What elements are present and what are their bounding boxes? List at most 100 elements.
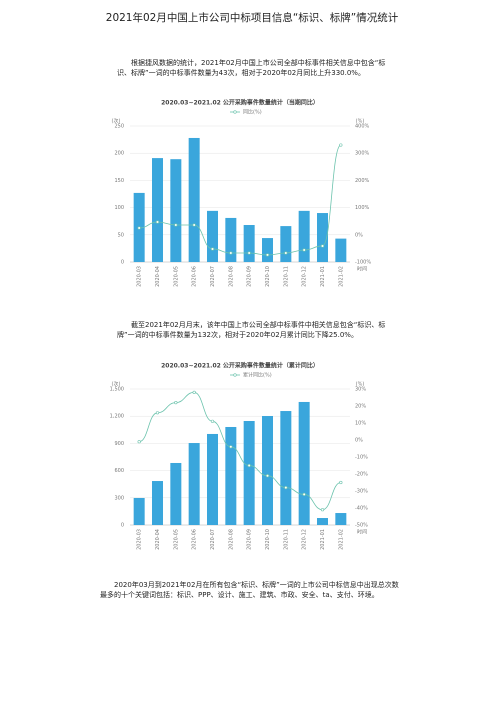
x-tick-label: 2020-11 [283,529,289,550]
y-tick-label: 600 [114,468,124,474]
y-tick-label: 250 [114,124,124,130]
line-point [247,251,251,255]
line-point [265,474,270,478]
line-point [210,419,215,423]
bar [262,238,273,262]
x-tick-label: 2021-02 [338,266,344,287]
x-tick-label: 2020-12 [302,529,308,550]
line-point [174,223,178,227]
bar [298,210,310,262]
y-axis-label: (次) [112,381,121,388]
x-axis-label: 时间 [357,529,367,536]
y2-tick-label: -100% [355,260,371,266]
x-tick-label: 2020-07 [210,529,216,550]
y2-tick-label: -30% [355,489,368,495]
line-point [210,247,215,251]
x-tick-label: 2020-07 [210,266,216,287]
line-point [155,411,160,415]
y2-tick-label: 30% [355,387,366,393]
paragraph: 截至2021年02月月末，该年中国上市公司全部中标事件中相关信息包含“标识、标牌… [117,321,386,339]
x-tick-label: 2021-01 [320,266,326,287]
bar [188,443,200,525]
x-tick-label: 2020-08 [228,529,234,550]
y-axis-label: (次) [112,118,121,125]
x-tick-label: 2020-03 [137,266,143,287]
y-tick-label: 900 [114,441,124,447]
y2-axis-label: (%) [356,382,365,388]
bar [298,401,310,525]
x-tick-label: 2020-10 [265,266,271,287]
chart: 2020.03~2021.02 公开采购事件数量统计（当期同比） (次) (%) 时间… [112,99,372,287]
x-tick-label: 2020-04 [155,529,161,550]
bar [243,225,255,262]
x-tick-label: 2020-11 [283,266,289,287]
x-tick-label: 2020-09 [247,266,253,287]
y-tick-label: 300 [114,495,124,501]
paragraph: 2020年03月到2021年02月在所有包含“标识、标牌”一词的上市公司中标信息… [100,581,399,599]
x-tick-label: 2020-04 [155,266,161,287]
chart-title: 2020.03~2021.02 公开采购事件数量统计（累计同比） [161,362,319,370]
y-tick-label: 100 [114,205,124,211]
x-tick-label: 2021-01 [320,529,326,550]
line-point [320,244,325,248]
bar [188,137,200,262]
line-point [229,445,233,449]
legend-marker [233,110,237,114]
y2-tick-label: 200% [355,178,370,184]
line-point [339,480,343,485]
y2-axis-label: (%) [356,119,365,125]
line-point [284,486,288,490]
line-point [320,508,325,512]
x-tick-label: 2020-06 [192,529,198,550]
line-point [339,143,343,147]
bar [152,481,163,525]
x-tick-label: 2020-12 [302,266,308,287]
bar [317,213,328,262]
legend-marker [233,373,237,377]
legend-label: 同比(%) [243,109,262,116]
y2-tick-label: 10% [355,421,366,427]
bar [133,497,145,525]
bar [243,421,255,525]
line-point [284,251,288,255]
line-point [192,223,196,227]
y-tick-label: 1,500 [110,387,124,393]
line-point [302,492,306,496]
legend-label: 累计同比(%) [243,372,272,379]
x-tick-label: 2020-05 [173,529,179,550]
line-point [302,248,306,252]
bar [262,416,273,525]
line-point [229,251,233,255]
y2-tick-label: -20% [355,472,368,478]
y-tick-label: 50 [118,232,124,238]
y-tick-label: 0 [121,523,124,529]
y2-tick-label: 0% [355,438,363,444]
line [139,391,341,511]
y2-tick-label: 0% [355,232,363,238]
x-tick-label: 2020-05 [173,266,179,287]
line [139,144,342,256]
bar [152,158,163,262]
bar [207,210,218,262]
x-tick-label: 2020-10 [265,529,271,550]
bar [280,411,292,525]
y2-tick-label: -40% [355,506,368,512]
x-tick-label: 2020-06 [192,266,198,287]
bar [170,159,182,262]
x-tick-label: 2020-03 [137,529,143,550]
x-tick-label: 2020-08 [228,266,234,287]
paragraph: 根据捷风数据的统计，2021年02月中国上市公司全部中标事件相关信息中包含“标识… [117,59,386,77]
line-point [155,220,160,224]
bar [225,426,237,525]
y-tick-label: 150 [114,178,124,184]
bar [335,238,347,262]
bar [280,226,292,262]
bar [170,462,182,525]
x-axis-label: 时间 [357,266,367,273]
line-point [174,400,178,405]
chart-title: 2020.03~2021.02 公开采购事件数量统计（当期同比） [161,99,319,107]
y2-tick-label: -50% [355,523,368,529]
bar [317,518,328,525]
bar [335,513,347,525]
